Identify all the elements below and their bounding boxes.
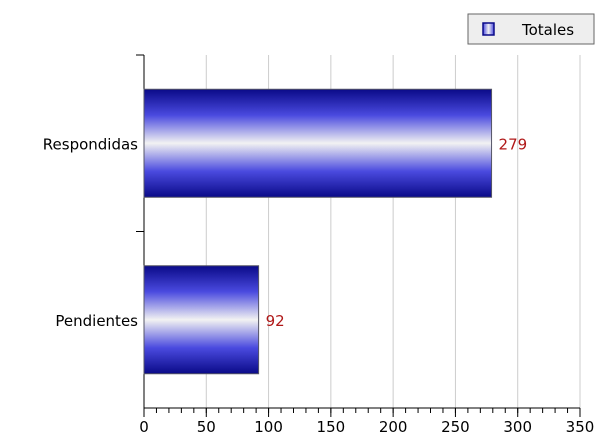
x-tick-label-50: 50	[197, 418, 216, 436]
x-tick-label-100: 100	[254, 418, 283, 436]
x-tick-label-0: 0	[139, 418, 149, 436]
x-tick-label-250: 250	[441, 418, 470, 436]
legend-label: Totales	[521, 21, 574, 39]
x-tick-label-200: 200	[379, 418, 408, 436]
bars	[143, 88, 493, 375]
x-tick-label-350: 350	[566, 418, 595, 436]
legend-swatch	[482, 22, 495, 36]
x-tick-label-300: 300	[503, 418, 532, 436]
bar-respondidas	[143, 88, 493, 198]
legend: Totales	[467, 13, 595, 45]
category-label-pendientes: Pendientes	[55, 312, 138, 330]
value-label-respondidas: 279	[499, 135, 528, 153]
x-tick-label-150: 150	[317, 418, 346, 436]
value-label-pendientes: 92	[266, 312, 285, 330]
bar-pendientes	[143, 265, 260, 375]
labels: 279 Respondidas 92 Pendientes	[43, 135, 527, 330]
category-label-respondidas: Respondidas	[43, 135, 138, 153]
